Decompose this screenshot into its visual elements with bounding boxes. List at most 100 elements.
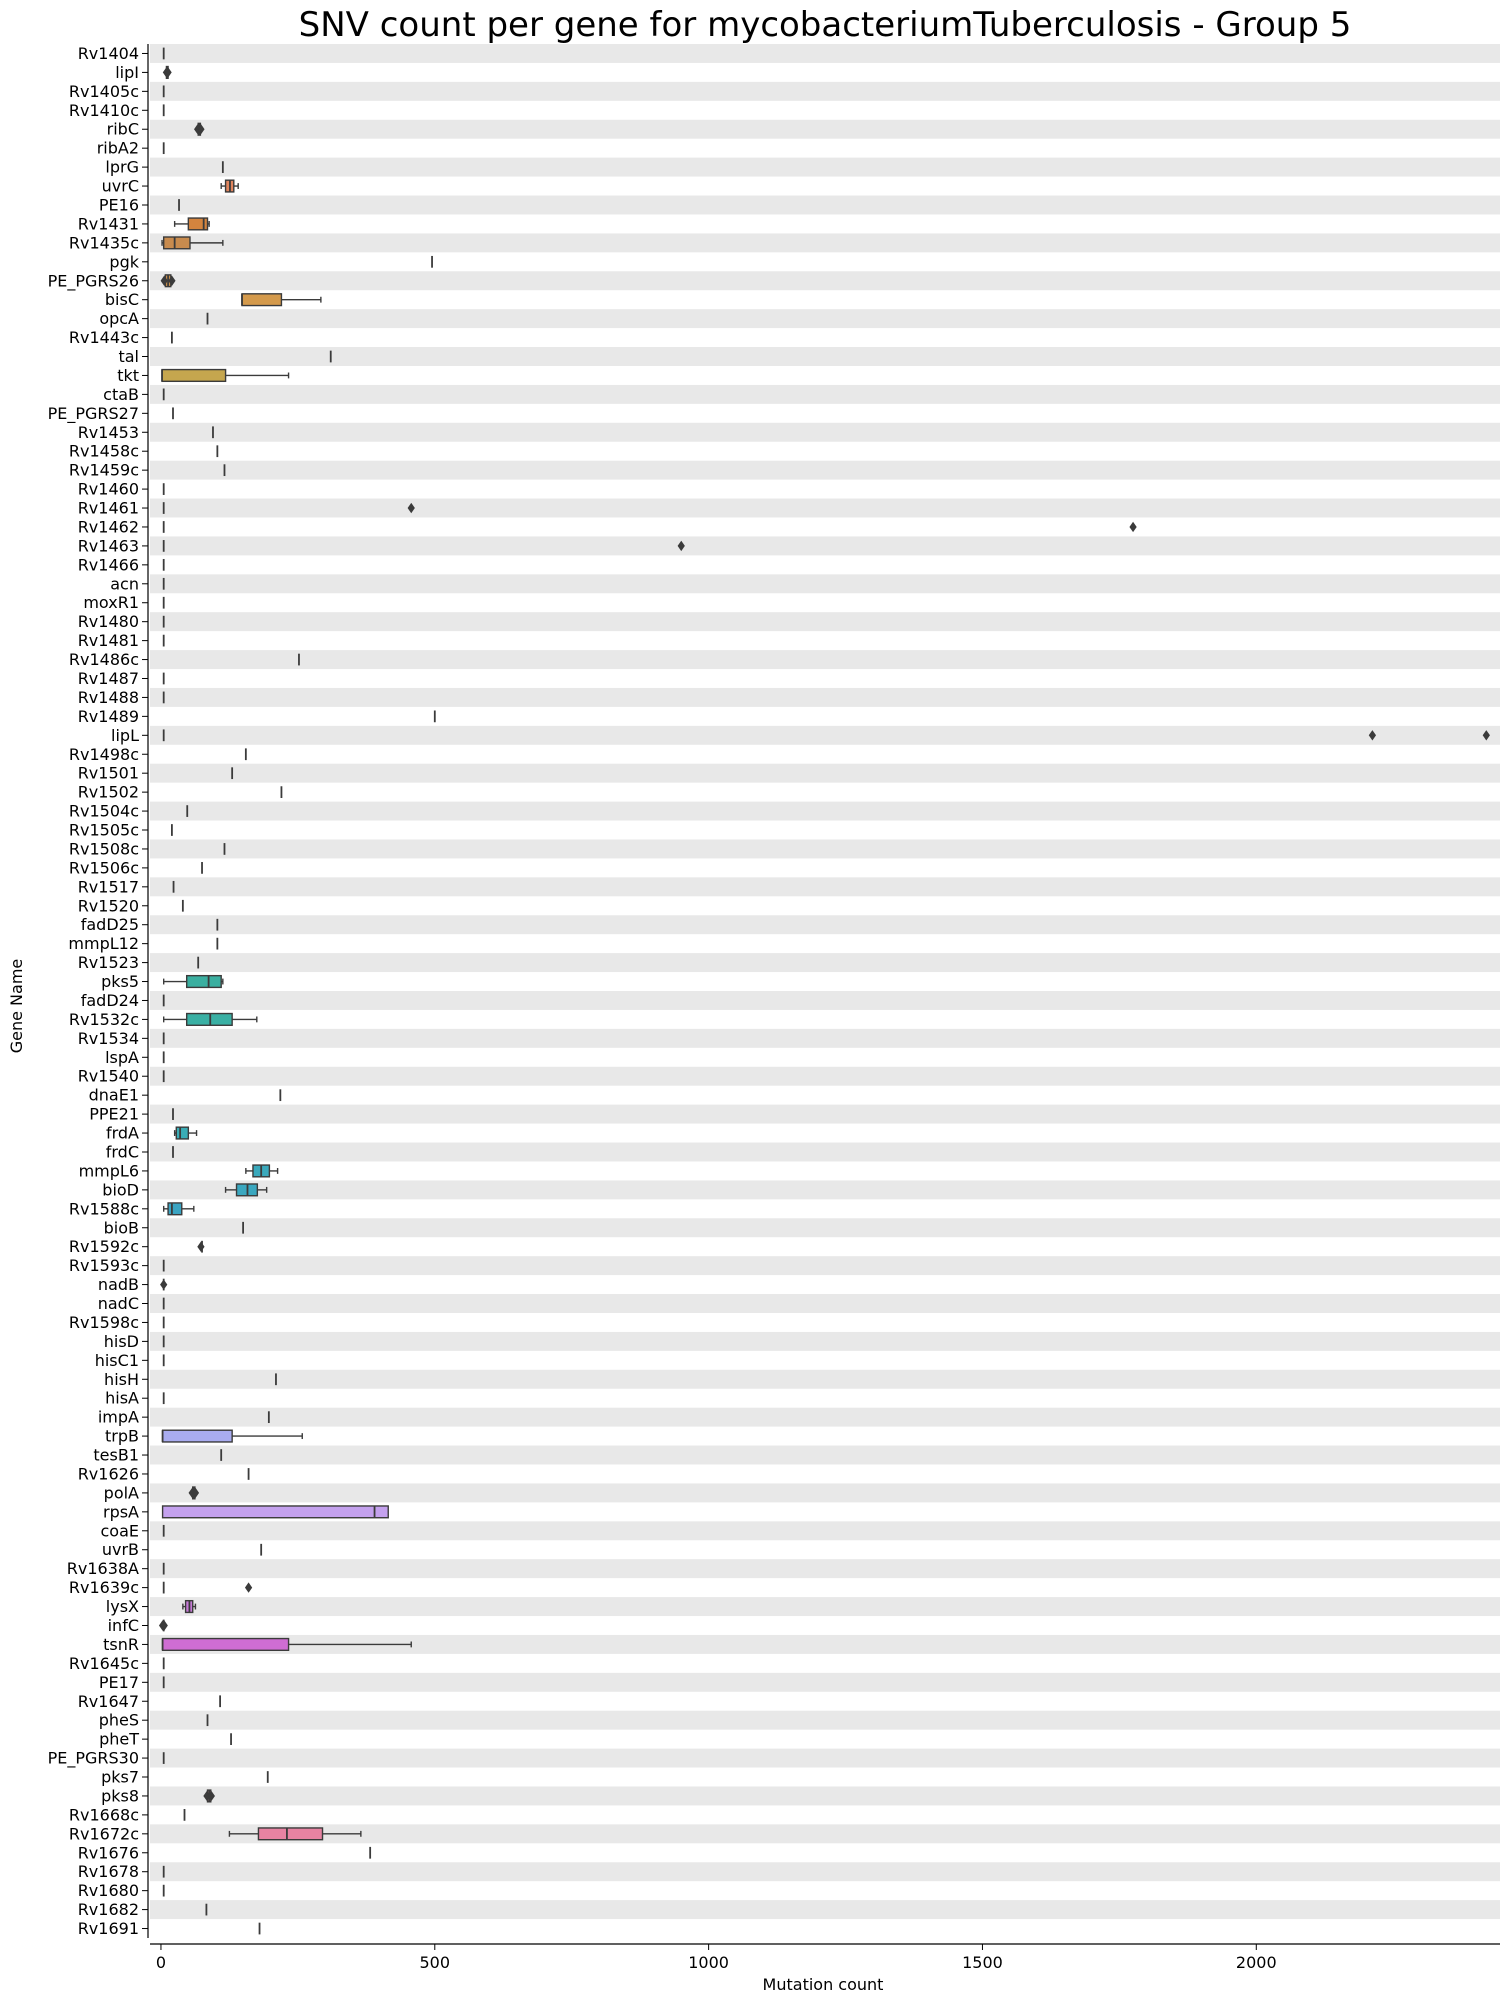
box-tkt bbox=[161, 368, 290, 383]
box-lysX bbox=[182, 1599, 197, 1614]
row-band bbox=[150, 309, 1500, 329]
y-tick-label: bioB bbox=[104, 1218, 139, 1237]
y-tick-label: Rv1405c bbox=[69, 82, 139, 101]
y-tick-label: Rv1462 bbox=[78, 517, 139, 536]
box-Rv1672c bbox=[228, 1827, 362, 1841]
y-tick-label: acn bbox=[110, 574, 139, 593]
x-tick-label: 0 bbox=[156, 1953, 166, 1972]
x-tick-label: 1500 bbox=[962, 1953, 1003, 1972]
y-tick-label: Rv1534 bbox=[78, 1029, 139, 1048]
row-band bbox=[150, 1559, 1500, 1579]
flier-point bbox=[168, 275, 176, 286]
flier-point bbox=[244, 1582, 253, 1593]
y-tick-label: uvrB bbox=[102, 1540, 139, 1559]
y-tick-label: Rv1682 bbox=[78, 1900, 139, 1919]
row-band bbox=[150, 233, 1500, 253]
y-tick-label: Rv1680 bbox=[78, 1881, 139, 1900]
y-tick-label: Rv1459c bbox=[69, 461, 139, 480]
y-tick-label: coaE bbox=[101, 1521, 140, 1540]
row-band bbox=[150, 991, 1500, 1010]
chart-title: SNV count per gene for mycobacteriumTube… bbox=[298, 5, 1352, 45]
y-tick-label: opcA bbox=[99, 309, 139, 328]
row-band bbox=[150, 498, 1500, 518]
row-band bbox=[150, 347, 1500, 366]
y-tick-label: PPE21 bbox=[89, 1105, 139, 1124]
y-tick-label: Rv1502 bbox=[78, 783, 139, 802]
row-band bbox=[150, 612, 1500, 632]
y-tick-label: tal bbox=[118, 347, 139, 366]
y-tick-label: Rv1481 bbox=[78, 631, 139, 650]
flier-point bbox=[160, 1620, 168, 1631]
row-band bbox=[150, 1445, 1500, 1465]
row-band bbox=[150, 1331, 1500, 1351]
box-Rv1431 bbox=[173, 217, 210, 231]
row-band bbox=[150, 687, 1500, 707]
flier-point bbox=[677, 540, 685, 552]
y-tick-label: Rv1504c bbox=[69, 802, 139, 821]
box-lipL bbox=[162, 729, 1490, 742]
y-tick-label: pheT bbox=[99, 1730, 139, 1749]
y-tick-label: Rv1672c bbox=[69, 1824, 139, 1843]
box-Rv1461 bbox=[162, 502, 415, 514]
box-Rv1639c bbox=[162, 1581, 253, 1594]
y-tick-label: trpB bbox=[105, 1427, 139, 1446]
y-tick-label: pks8 bbox=[101, 1786, 139, 1805]
box-trpB bbox=[161, 1429, 303, 1443]
flier-point bbox=[1482, 730, 1490, 741]
y-tick-label: lipL bbox=[111, 726, 139, 745]
y-tick-label: lspA bbox=[105, 1048, 139, 1067]
row-band bbox=[150, 574, 1500, 594]
y-tick-label: Rv1645c bbox=[69, 1654, 139, 1673]
box-iqr bbox=[161, 368, 227, 383]
y-tick-label: Rv1520 bbox=[78, 896, 139, 915]
y-tick-label: Rv1488 bbox=[78, 688, 139, 707]
flier-point bbox=[160, 275, 168, 286]
row-band bbox=[150, 422, 1500, 442]
row-band bbox=[150, 119, 1500, 139]
box-mmpL6 bbox=[245, 1164, 279, 1178]
box-iqr bbox=[187, 217, 209, 231]
y-tick-label: Rv1487 bbox=[78, 669, 139, 688]
y-tick-label: nadB bbox=[98, 1275, 139, 1294]
y-tick-label: polA bbox=[104, 1483, 139, 1502]
y-tick-label: Rv1501 bbox=[78, 764, 139, 783]
row-band bbox=[150, 44, 1500, 63]
y-axis: Rv1404lipIRv1405cRv1410cribCribA2lprGuvr… bbox=[48, 44, 149, 1938]
row-band bbox=[150, 1786, 1500, 1806]
y-tick-label: Rv1466 bbox=[78, 555, 139, 574]
y-tick-label: bisC bbox=[105, 290, 139, 309]
box-Rv1532c bbox=[162, 1012, 258, 1026]
y-tick-label: Rv1593c bbox=[69, 1256, 139, 1275]
y-tick-label: Rv1431 bbox=[78, 214, 139, 233]
x-axis: 0 500 1000 1500 2000 bbox=[150, 1943, 1500, 1972]
y-tick-label: Rv1506c bbox=[69, 858, 139, 877]
row-band bbox=[150, 1634, 1500, 1654]
y-tick-label: tkt bbox=[117, 366, 139, 385]
row-band bbox=[150, 1710, 1500, 1730]
box-Rv1435c bbox=[161, 236, 224, 250]
row-band bbox=[150, 1824, 1500, 1844]
row-band bbox=[150, 384, 1500, 404]
y-tick-label: Rv1489 bbox=[78, 707, 139, 726]
y-tick-label: Rv1598c bbox=[69, 1313, 139, 1332]
row-band bbox=[150, 1142, 1500, 1162]
y-tick-label: hisD bbox=[104, 1332, 139, 1351]
y-tick-label: ctaB bbox=[103, 385, 139, 404]
row-band bbox=[150, 1862, 1500, 1882]
row-band bbox=[150, 1483, 1500, 1503]
row-band bbox=[150, 953, 1500, 973]
box-series bbox=[158, 47, 1490, 1935]
y-tick-label: PE16 bbox=[99, 195, 139, 214]
y-axis-label: Gene Name bbox=[7, 959, 26, 1054]
flier-point bbox=[197, 124, 205, 135]
flier-point bbox=[407, 502, 415, 514]
y-tick-label: hisH bbox=[104, 1370, 139, 1389]
row-band bbox=[150, 1521, 1500, 1541]
box-PE_PGRS26 bbox=[160, 274, 176, 288]
y-tick-label: hisA bbox=[105, 1389, 139, 1408]
flier-point bbox=[207, 1790, 215, 1802]
row-band bbox=[150, 839, 1500, 859]
y-tick-label: Rv1638A bbox=[67, 1559, 139, 1578]
x-tick-label: 2000 bbox=[1236, 1953, 1277, 1972]
y-tick-label: Rv1592c bbox=[69, 1237, 139, 1256]
